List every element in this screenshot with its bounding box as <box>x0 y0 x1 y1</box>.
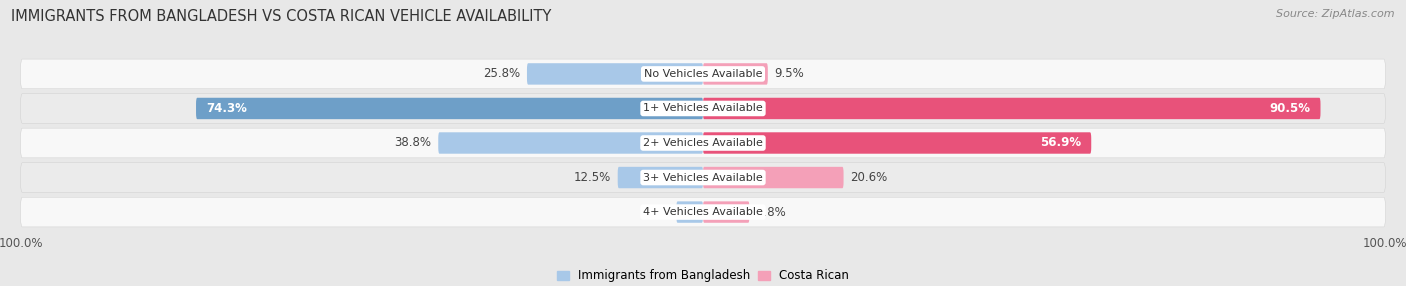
FancyBboxPatch shape <box>676 201 703 223</box>
FancyBboxPatch shape <box>703 201 749 223</box>
Text: IMMIGRANTS FROM BANGLADESH VS COSTA RICAN VEHICLE AVAILABILITY: IMMIGRANTS FROM BANGLADESH VS COSTA RICA… <box>11 9 551 23</box>
Text: No Vehicles Available: No Vehicles Available <box>644 69 762 79</box>
Text: 12.5%: 12.5% <box>574 171 610 184</box>
Text: 56.9%: 56.9% <box>1040 136 1081 150</box>
Text: 25.8%: 25.8% <box>484 67 520 80</box>
FancyBboxPatch shape <box>21 128 1385 158</box>
Text: 6.8%: 6.8% <box>756 206 786 219</box>
FancyBboxPatch shape <box>703 63 768 85</box>
FancyBboxPatch shape <box>439 132 703 154</box>
Text: 1+ Vehicles Available: 1+ Vehicles Available <box>643 104 763 114</box>
Text: Source: ZipAtlas.com: Source: ZipAtlas.com <box>1277 9 1395 19</box>
Text: 3+ Vehicles Available: 3+ Vehicles Available <box>643 172 763 182</box>
FancyBboxPatch shape <box>21 94 1385 123</box>
FancyBboxPatch shape <box>195 98 703 119</box>
FancyBboxPatch shape <box>21 59 1385 89</box>
Text: 90.5%: 90.5% <box>1270 102 1310 115</box>
Text: 9.5%: 9.5% <box>775 67 804 80</box>
FancyBboxPatch shape <box>21 197 1385 227</box>
Text: 3.9%: 3.9% <box>640 206 669 219</box>
FancyBboxPatch shape <box>703 167 844 188</box>
FancyBboxPatch shape <box>703 132 1091 154</box>
FancyBboxPatch shape <box>703 98 1320 119</box>
Text: 38.8%: 38.8% <box>395 136 432 150</box>
Legend: Immigrants from Bangladesh, Costa Rican: Immigrants from Bangladesh, Costa Rican <box>553 265 853 286</box>
Text: 4+ Vehicles Available: 4+ Vehicles Available <box>643 207 763 217</box>
FancyBboxPatch shape <box>21 163 1385 192</box>
Text: 20.6%: 20.6% <box>851 171 887 184</box>
Text: 74.3%: 74.3% <box>207 102 247 115</box>
FancyBboxPatch shape <box>617 167 703 188</box>
Text: 2+ Vehicles Available: 2+ Vehicles Available <box>643 138 763 148</box>
FancyBboxPatch shape <box>527 63 703 85</box>
